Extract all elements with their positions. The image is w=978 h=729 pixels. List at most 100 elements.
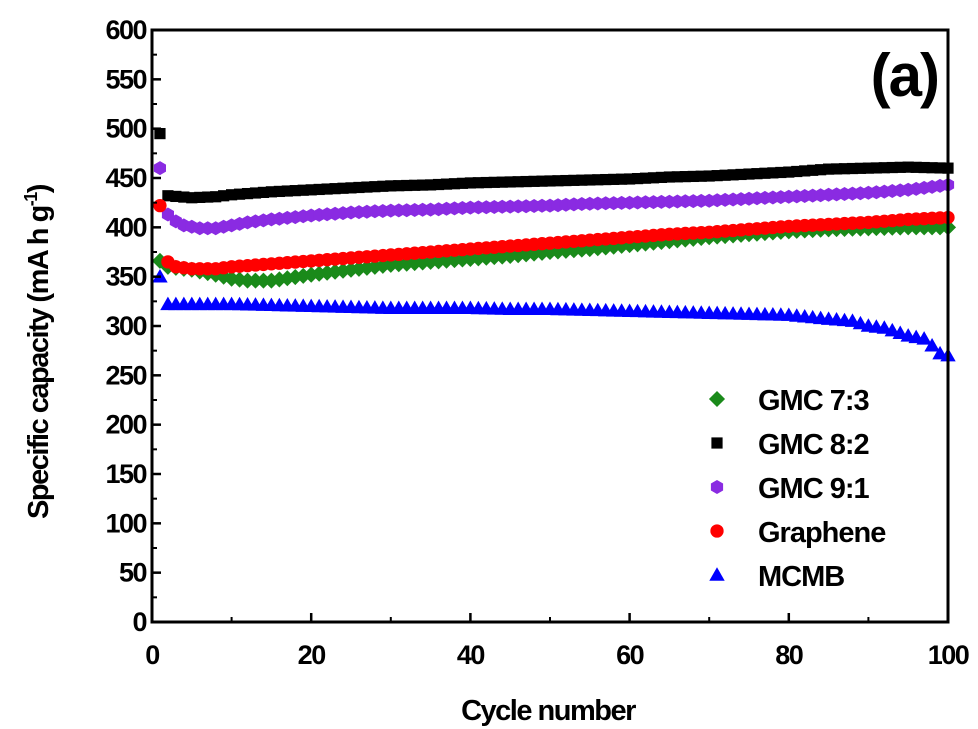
y-tick-label: 350 (105, 262, 146, 292)
point-gmc-8-2 (902, 161, 914, 173)
x-axis-title: Cycle number (461, 695, 636, 727)
point-gmc-7-3 (462, 250, 479, 267)
point-gmc-8-2 (289, 185, 301, 197)
point-gmc-7-3 (327, 263, 344, 280)
point-gmc-8-2 (727, 169, 739, 181)
point-gmc-8-2 (448, 178, 461, 190)
point-gmc-8-2 (361, 181, 373, 193)
point-gmc-8-2 (815, 164, 827, 176)
point-gmc-7-3 (565, 242, 582, 259)
point-gmc-8-2 (241, 187, 254, 200)
point-gmc-8-2 (249, 187, 262, 199)
point-gmc-8-2 (210, 191, 222, 203)
point-gmc-7-3 (390, 256, 407, 273)
y-tick-label: 100 (105, 508, 146, 538)
y-tick-label: 150 (105, 459, 146, 489)
legend: GMC 7:3 GMC 8:2 GMC 9:1 Graphene MCMB (708, 385, 887, 593)
point-gmc-8-2 (807, 164, 819, 176)
point-gmc-8-2 (440, 178, 453, 190)
point-gmc-8-2 (663, 171, 675, 183)
point-gmc-8-2 (496, 176, 508, 188)
point-gmc-8-2 (862, 162, 874, 174)
point-gmc-8-2 (257, 186, 270, 199)
point-gmc-7-3 (892, 219, 909, 236)
y-tick-label: 550 (105, 64, 146, 94)
point-gmc-8-2 (504, 176, 516, 188)
point-gmc-8-2 (830, 163, 843, 175)
point-gmc-8-2 (671, 171, 683, 183)
point-gmc-8-2 (528, 175, 540, 187)
point-gmc-7-3 (287, 269, 304, 286)
point-gmc-7-3 (215, 268, 232, 285)
point-gmc-8-2 (512, 176, 524, 188)
legend-marker-graphene (710, 524, 724, 538)
point-gmc-8-2 (544, 175, 556, 187)
point-gmc-8-2 (536, 175, 548, 187)
point-gmc-8-2 (846, 162, 859, 175)
point-gmc-8-2 (409, 179, 421, 191)
point-gmc-8-2 (432, 178, 445, 191)
y-tick-label: 450 (105, 163, 146, 193)
legend-marker-gmc-8-2 (711, 437, 723, 449)
point-gmc-8-2 (910, 161, 922, 173)
point-gmc-8-2 (584, 174, 596, 186)
x-tick-label: 20 (298, 640, 326, 670)
x-tick-label: 80 (775, 640, 803, 670)
point-gmc-8-2 (878, 162, 890, 174)
y-axis-title-main: Specific capacity (mA h g (23, 206, 55, 519)
point-gmc-7-3 (295, 267, 312, 284)
point-gmc-8-2 (823, 163, 835, 175)
point-gmc-8-2 (608, 173, 620, 185)
legend-label-mcmb: MCMB (758, 561, 844, 593)
y-axis-title-superscript: -1 (21, 192, 41, 206)
legend-marker-gmc-9-1 (710, 480, 724, 494)
point-gmc-8-2 (894, 161, 906, 173)
point-gmc-8-2 (799, 165, 811, 177)
point-gmc-8-2 (393, 180, 405, 192)
point-gmc-8-2 (353, 181, 365, 194)
point-gmc-8-2 (480, 176, 492, 189)
point-gmc-8-2 (186, 192, 198, 204)
point-graphene (153, 198, 167, 213)
point-gmc-8-2 (624, 173, 636, 185)
point-gmc-8-2 (377, 180, 389, 192)
point-gmc-8-2 (520, 175, 532, 188)
series-graphene (153, 198, 955, 276)
point-gmc-8-2 (401, 179, 413, 192)
point-gmc-8-2 (218, 190, 230, 202)
y-tick-label: 0 (132, 607, 146, 637)
point-gmc-8-2 (226, 189, 238, 201)
point-gmc-8-2 (711, 170, 723, 182)
point-gmc-7-3 (470, 250, 487, 267)
point-gmc-7-3 (374, 257, 391, 274)
point-gmc-8-2 (345, 182, 357, 194)
point-gmc-8-2 (592, 174, 604, 186)
point-gmc-8-2 (775, 166, 787, 179)
point-gmc-8-2 (600, 173, 612, 186)
point-gmc-8-2 (783, 166, 795, 178)
point-gmc-8-2 (425, 179, 437, 191)
point-gmc-8-2 (751, 168, 763, 180)
point-gmc-8-2 (202, 191, 214, 203)
point-gmc-7-3 (541, 243, 559, 261)
point-gmc-8-2 (886, 161, 898, 174)
point-gmc-8-2 (305, 184, 317, 196)
point-gmc-8-2 (568, 174, 580, 186)
point-gmc-7-3 (589, 240, 606, 257)
point-mcmb (916, 331, 932, 345)
point-gmc-8-2 (576, 174, 588, 186)
point-gmc-8-2 (767, 167, 779, 179)
y-tick-label: 250 (105, 360, 146, 390)
point-gmc-8-2 (631, 172, 644, 185)
point-gmc-8-2 (854, 162, 867, 174)
point-gmc-8-2 (687, 170, 699, 183)
y-tick-label: 600 (105, 15, 146, 45)
point-gmc-8-2 (759, 167, 771, 179)
point-gmc-7-3 (319, 264, 336, 281)
point-gmc-7-3 (438, 252, 455, 269)
point-gmc-8-2 (194, 191, 206, 204)
point-gmc-8-2 (655, 171, 668, 184)
point-gmc-7-3 (494, 248, 511, 265)
point-gmc-8-2 (703, 170, 715, 182)
